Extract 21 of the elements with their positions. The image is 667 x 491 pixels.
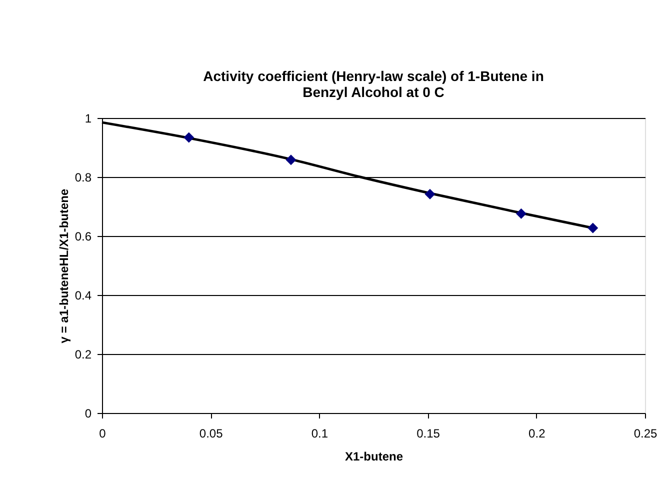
y-tick-label: 0.2 [74,348,92,362]
point [286,154,296,166]
point [424,188,436,200]
x-tick-label: 0 [99,426,106,440]
y-axis-title: γ = a1-buteneHL/X1-butene [56,188,71,344]
y-tick-label: 0 [84,406,92,420]
y-tick-label: 0.4 [74,288,92,302]
point [588,222,598,234]
y-tick-label: 0.6 [74,230,92,244]
text: Benzyl Alcohol at 0 C [302,84,444,100]
x-tick-label: 0.1 [311,426,328,440]
x-tick-label: 0.15 [416,426,440,440]
point [516,208,526,219]
text: Activity coefficient (Henry-law scale) of 1-Butene in [203,68,544,84]
x-tick-label: 0.2 [528,426,546,440]
x-tick-label: 0.05 [199,426,224,440]
x-tick-label: 0.25 [634,426,658,440]
y-tick-label: 0.8 [74,170,92,184]
x-axis-title: X1-butene [344,450,404,464]
y-tick-label: 1 [84,112,92,126]
point [184,132,194,143]
